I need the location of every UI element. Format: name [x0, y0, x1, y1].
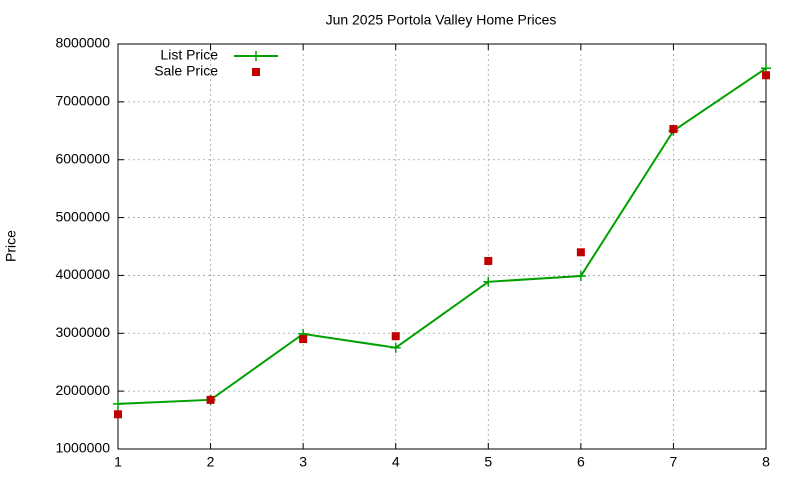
- data-point: [113, 398, 123, 409]
- y-tick-label: 8000000: [55, 35, 110, 51]
- data-point: [484, 256, 493, 265]
- data-point: [669, 125, 678, 134]
- series-line: [117, 67, 767, 405]
- y-tick-label: 3000000: [55, 324, 110, 340]
- x-tick-label: 1: [114, 454, 122, 470]
- legend-label: Sale Price: [154, 63, 218, 79]
- legend-swatch: [252, 68, 260, 76]
- legend-label: List Price: [160, 47, 218, 63]
- x-tick-label: 5: [484, 454, 492, 470]
- y-tick-label: 7000000: [55, 93, 110, 109]
- x-tick-label: 3: [299, 454, 307, 470]
- legend-swatch: [251, 51, 261, 61]
- x-tick-label: 8: [762, 454, 770, 470]
- data-point: [575, 271, 586, 282]
- data-point: [391, 332, 400, 341]
- chart-title: Jun 2025 Portola Valley Home Prices: [326, 12, 557, 28]
- data-point: [390, 342, 401, 353]
- data-point: [576, 248, 585, 257]
- data-point: [299, 335, 308, 344]
- plot-frame: [117, 43, 767, 450]
- data-point: [206, 395, 215, 404]
- y-axis-label: Price: [3, 230, 19, 262]
- x-tick-label: 7: [670, 454, 678, 470]
- data-point: [114, 410, 122, 419]
- y-tick-label: 5000000: [55, 208, 110, 224]
- y-tick-label: 1000000: [55, 440, 110, 456]
- y-tick-label: 6000000: [55, 150, 110, 166]
- y-tick-label: 4000000: [55, 266, 110, 282]
- x-tick-label: 4: [392, 454, 400, 470]
- x-tick-label: 6: [577, 454, 585, 470]
- x-tick-label: 2: [207, 454, 215, 470]
- data-point: [483, 276, 494, 287]
- data-point: [762, 71, 770, 80]
- y-tick-label: 2000000: [55, 382, 110, 398]
